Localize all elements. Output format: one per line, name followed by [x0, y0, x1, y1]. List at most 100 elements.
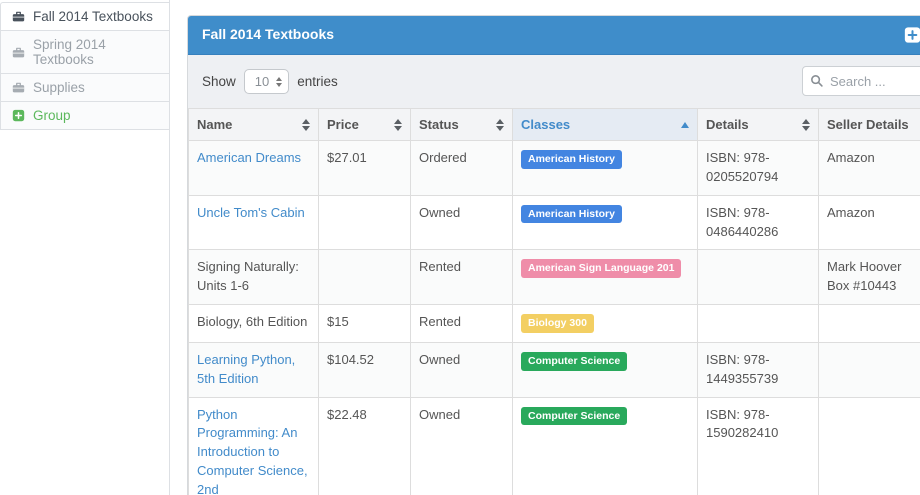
page-size-select[interactable]: 10: [243, 69, 290, 94]
search-input[interactable]: [802, 66, 920, 96]
details-cell: [697, 304, 819, 343]
classes-cell: Computer Science: [512, 341, 698, 398]
classes-cell: American History: [512, 140, 698, 196]
details-cell: ISBN: 978-0205520794: [697, 140, 819, 196]
textbook-name-link[interactable]: Python Programming: An Introduction to C…: [197, 406, 308, 495]
details-cell: [697, 249, 819, 306]
classes-cell: American History: [512, 194, 698, 251]
price-cell: $15: [318, 304, 411, 343]
status-cell: Owned: [410, 194, 513, 251]
price-cell: $104.52: [318, 341, 411, 398]
class-badge: American History: [521, 204, 622, 224]
seller-details-cell: [818, 304, 920, 343]
column-header[interactable]: Status: [410, 108, 513, 141]
name-cell: Biology, 6th Edition: [188, 304, 319, 343]
classes-cell: American Sign Language 201: [512, 249, 698, 306]
textbooks-table: Name Price Status Classes Details S: [188, 108, 920, 495]
seller-details-cell: Amazon: [818, 140, 920, 196]
sidebar-item-label: Spring 2014 Textbooks: [33, 37, 106, 67]
plus-square-icon: [11, 109, 25, 122]
column-header[interactable]: Price: [318, 108, 411, 141]
column-header-label: Classes: [521, 117, 571, 132]
column-header-label: Name: [197, 117, 233, 132]
price-cell: [318, 194, 411, 251]
column-header[interactable]: Classes: [512, 108, 698, 141]
sidebar-item-group[interactable]: Group: [0, 101, 169, 130]
textbook-name-text: Biology, 6th Edition: [197, 314, 308, 330]
show-entries-control: Show 10 entries: [202, 66, 338, 94]
textbook-name-text: Signing Naturally: Units 1-6: [197, 259, 299, 294]
sort-icon: [802, 118, 810, 131]
sidebar-item-label: Supplies: [33, 80, 85, 95]
sidebar: Fall 2014 Textbooks Spring 2014 Textbook…: [0, 0, 170, 495]
sort-icon: [394, 118, 402, 131]
table-header: Name Price Status Classes Details S: [188, 108, 920, 141]
column-header-label: Status: [419, 117, 459, 132]
textbook-name-link[interactable]: American Dreams: [197, 150, 302, 165]
textbook-name-link[interactable]: Learning Python, 5th Edition: [197, 351, 296, 386]
price-cell: $27.01: [318, 140, 411, 196]
class-badge: Biology 300: [521, 314, 594, 333]
table-body: American Dreams $27.01 Ordered American …: [188, 140, 920, 495]
details-cell: ISBN: 978-1590282410: [697, 396, 819, 495]
seller-details-cell: [818, 396, 920, 495]
table-header-row: Name Price Status Classes Details S: [188, 108, 920, 141]
classes-cell: Computer Science: [512, 396, 698, 495]
select-stepper-icon: [276, 76, 283, 87]
briefcase-icon: [11, 81, 25, 94]
name-cell: Learning Python, 5th Edition: [188, 341, 319, 398]
table-row: Uncle Tom's Cabin Owned American History…: [188, 194, 920, 251]
sort-asc-icon: [681, 121, 689, 128]
column-header-label: Price: [327, 117, 359, 132]
column-header[interactable]: Seller Details: [818, 108, 920, 141]
status-cell: Ordered: [410, 140, 513, 196]
entries-label: entries: [297, 74, 338, 89]
sidebar-item-label: Fall 2014 Textbooks: [33, 9, 153, 24]
status-cell: Rented: [410, 249, 513, 306]
panel-heading: Fall 2014 Textbooks: [188, 16, 920, 55]
panel-title: Fall 2014 Textbooks: [202, 26, 335, 42]
sidebar-item-supplies[interactable]: Supplies: [0, 73, 169, 102]
classes-cell: Biology 300: [512, 304, 698, 343]
price-cell: $22.48: [318, 396, 411, 495]
search-icon: [811, 75, 823, 87]
briefcase-icon: [11, 10, 25, 23]
briefcase-icon: [11, 46, 25, 59]
table-row: American Dreams $27.01 Ordered American …: [188, 140, 920, 196]
class-badge: Computer Science: [521, 351, 628, 371]
status-cell: Rented: [410, 304, 513, 343]
sidebar-item-label: Group: [33, 108, 71, 123]
details-cell: ISBN: 978-1449355739: [697, 341, 819, 398]
name-cell: Signing Naturally: Units 1-6: [188, 249, 319, 306]
column-header-label: Seller Details: [827, 117, 909, 132]
page-size-value: 10: [254, 74, 270, 89]
seller-details-cell: Amazon: [818, 194, 920, 251]
column-header[interactable]: Name: [188, 108, 319, 141]
sidebar-item-spring-2014-textbooks[interactable]: Spring 2014 Textbooks: [0, 30, 169, 74]
sort-icon: [302, 118, 310, 131]
table-row: Biology, 6th Edition $15 Rented Biology …: [188, 304, 920, 343]
sidebar-item-fall-2014-textbooks[interactable]: Fall 2014 Textbooks: [0, 2, 169, 31]
class-badge: Computer Science: [521, 406, 628, 426]
status-cell: Owned: [410, 341, 513, 398]
add-textbook-button[interactable]: [904, 27, 920, 44]
status-cell: Owned: [410, 396, 513, 495]
name-cell: Python Programming: An Introduction to C…: [188, 396, 319, 495]
seller-details-cell: [818, 341, 920, 398]
sort-icon: [496, 118, 504, 131]
table-toolbar: Show 10 entries: [188, 55, 920, 108]
show-label: Show: [202, 74, 236, 89]
table-row: Learning Python, 5th Edition $104.52 Own…: [188, 341, 920, 398]
column-header[interactable]: Details: [697, 108, 819, 141]
name-cell: Uncle Tom's Cabin: [188, 194, 319, 251]
details-cell: ISBN: 978-0486440286: [697, 194, 819, 251]
textbooks-panel: Fall 2014 Textbooks Show 10 entries: [187, 15, 920, 495]
textbook-name-link[interactable]: Uncle Tom's Cabin: [197, 204, 305, 220]
table-row: Signing Naturally: Units 1-6 Rented Amer…: [188, 249, 920, 306]
seller-details-cell: Mark Hoover Box #10443: [818, 249, 920, 306]
column-header-label: Details: [706, 117, 749, 132]
class-badge: American History: [521, 150, 622, 169]
name-cell: American Dreams: [188, 140, 319, 196]
table-row: Python Programming: An Introduction to C…: [188, 396, 920, 495]
